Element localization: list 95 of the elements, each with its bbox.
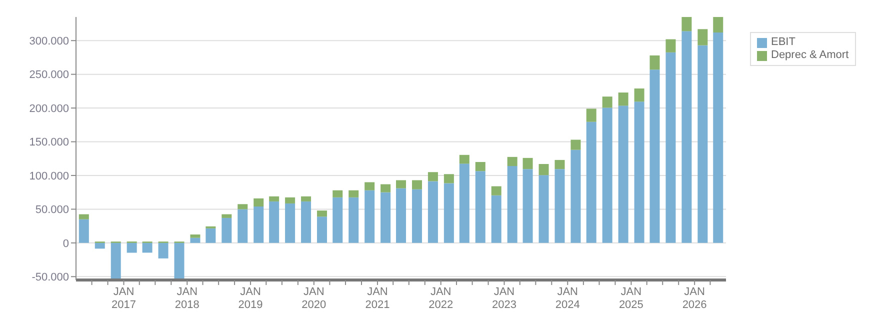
bar: [538, 164, 549, 176]
bar: [396, 188, 406, 243]
bar: [554, 169, 565, 243]
bar: [650, 70, 660, 243]
bar: [301, 196, 312, 202]
bar: [317, 216, 327, 243]
bar: [222, 214, 232, 218]
bar: [666, 39, 676, 52]
bar: [602, 96, 612, 108]
bar: [475, 171, 486, 243]
bar: [618, 92, 628, 106]
bar: [586, 108, 596, 122]
bar: [348, 190, 359, 198]
bar: [634, 88, 644, 102]
bar: [682, 17, 692, 32]
bar: [538, 175, 549, 243]
bar: [650, 55, 660, 70]
bar: [126, 242, 137, 253]
x-tick-label: JAN 2020: [302, 286, 326, 311]
bar: [634, 102, 644, 243]
bar: [475, 162, 486, 172]
bar: [190, 238, 200, 243]
bar: [713, 32, 724, 243]
y-tick-label: 50.000: [35, 204, 69, 216]
x-tick-label: JAN 2018: [174, 286, 200, 311]
x-tick-label: JAN 2017: [112, 286, 136, 311]
y-tick-label: 300.000: [29, 36, 69, 48]
bar: [78, 214, 89, 220]
bar: [570, 140, 581, 150]
x-tick-label: JAN 2022: [428, 286, 454, 311]
bar: [380, 192, 391, 243]
bar: [238, 209, 248, 243]
legend-label: Deprec & Amort: [771, 49, 849, 62]
y-tick-label: 0: [62, 238, 69, 250]
bar: [254, 198, 264, 206]
bar: [222, 218, 232, 243]
bar: [412, 180, 422, 190]
bar: [348, 197, 359, 243]
x-tick-label: JAN 2021: [365, 286, 390, 311]
bar: [491, 186, 502, 196]
bar: [459, 154, 470, 164]
bar: [238, 204, 248, 210]
bar: [285, 203, 296, 243]
bar: [317, 210, 327, 217]
bar: [602, 108, 612, 243]
bar: [428, 172, 438, 182]
bar: [682, 31, 692, 243]
bar: [570, 150, 581, 243]
bar: [522, 158, 533, 170]
bar: [94, 242, 105, 249]
bar: [269, 201, 280, 243]
x-tick-label: JAN 2024: [555, 286, 580, 311]
bar: [586, 122, 596, 243]
bar: [713, 17, 724, 33]
bar: [158, 242, 168, 258]
bar: [380, 184, 391, 192]
bar: [459, 164, 470, 243]
bar: [522, 169, 533, 243]
bar: [110, 242, 121, 280]
bar: [190, 234, 200, 238]
y-tick-label: 100.000: [29, 170, 69, 182]
legend-label: EBIT: [771, 36, 796, 49]
bar: [444, 174, 454, 184]
x-tick-label: JAN 2025: [618, 286, 644, 311]
x-tick-label: JAN 2019: [238, 286, 263, 311]
bar: [174, 242, 184, 280]
bar: [698, 45, 708, 243]
bar: [412, 189, 422, 243]
bar: [444, 183, 454, 243]
bar: [698, 29, 708, 46]
y-tick-label: 200.000: [29, 102, 69, 115]
bar: [78, 219, 89, 243]
bar: [507, 156, 518, 166]
bar: [618, 106, 628, 243]
bar: [507, 166, 518, 243]
bar: [301, 201, 312, 243]
bar: [254, 206, 264, 243]
bar: [269, 196, 280, 202]
bar: [332, 190, 343, 198]
y-tick-label: -50.000: [32, 272, 69, 284]
bar: [428, 181, 438, 243]
bar: [554, 160, 565, 170]
bar: [396, 180, 406, 188]
x-tick-label: JAN 2023: [492, 286, 516, 311]
x-tick-label: JAN 2026: [682, 286, 707, 311]
bar: [285, 197, 296, 204]
bar: [364, 182, 375, 190]
y-tick-label: 150.000: [29, 136, 69, 149]
y-tick-label: 250.000: [29, 69, 69, 82]
bar: [206, 228, 216, 243]
bar: [364, 190, 375, 243]
bar: [142, 242, 152, 253]
bar: [332, 197, 343, 243]
bar: [491, 195, 502, 243]
bar: [666, 52, 676, 243]
